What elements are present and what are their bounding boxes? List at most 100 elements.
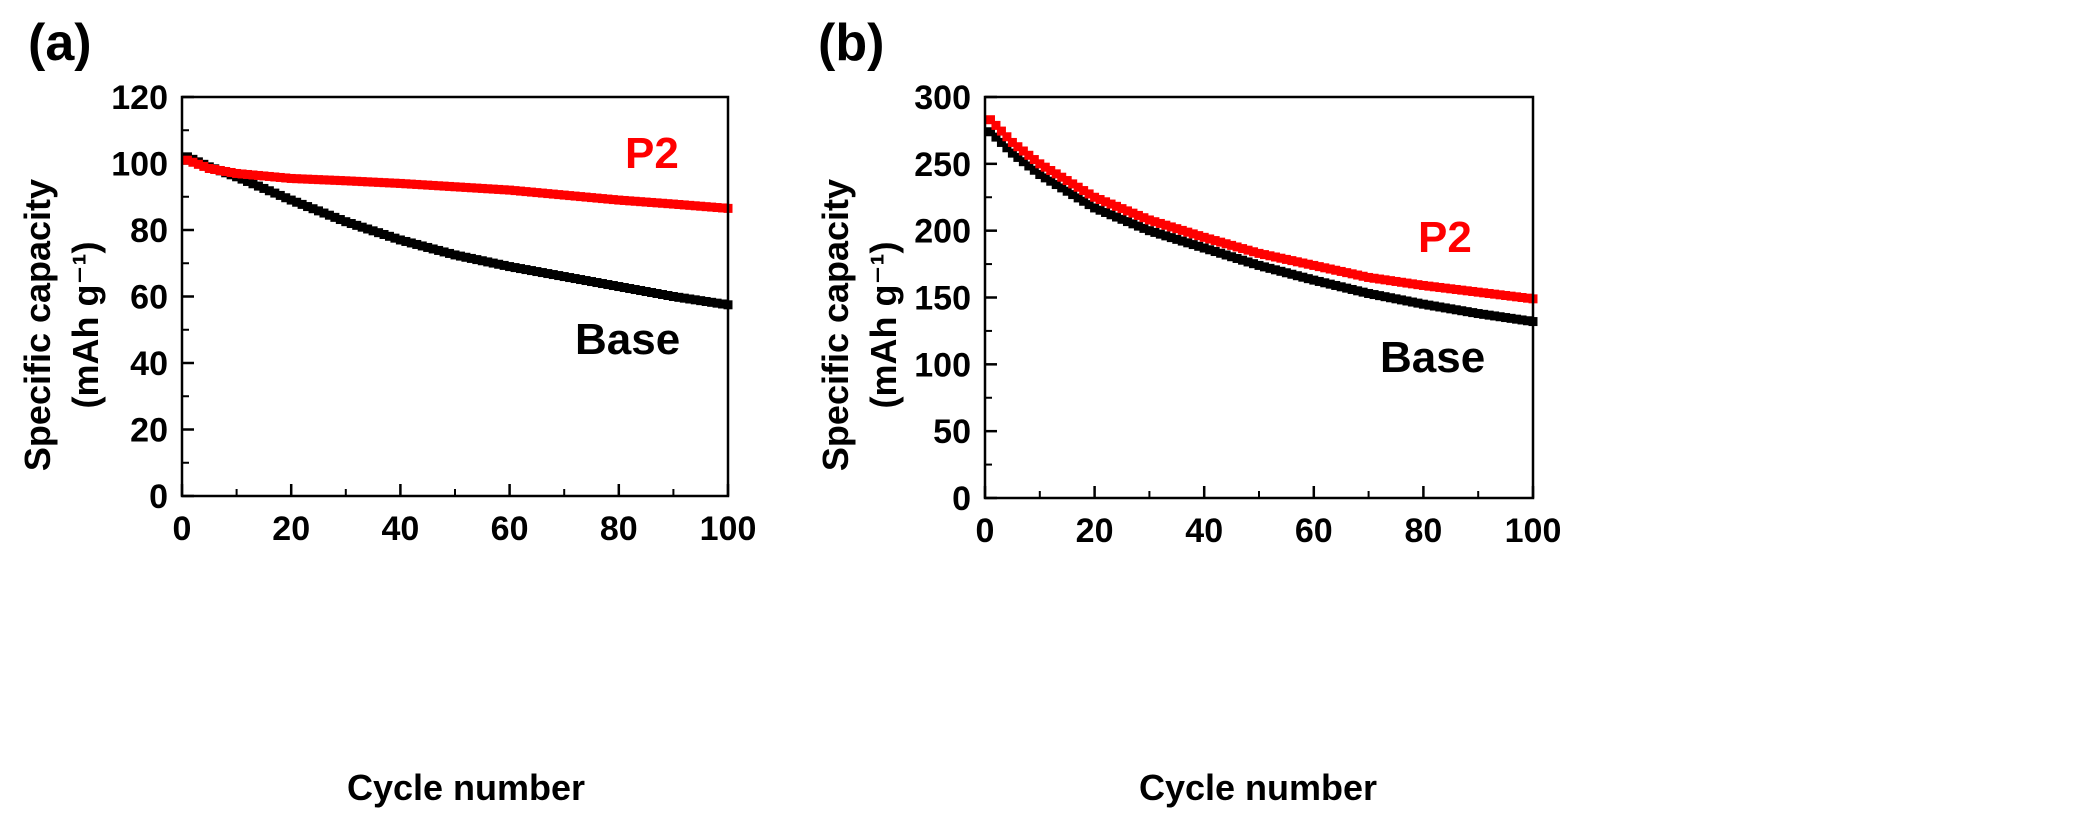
data-point-base bbox=[521, 265, 531, 275]
data-point-p2 bbox=[679, 200, 689, 210]
data-point-base bbox=[712, 298, 722, 308]
data-point-base bbox=[341, 217, 351, 227]
data-point-p2 bbox=[1325, 264, 1335, 274]
data-point-p2 bbox=[1007, 137, 1017, 147]
y-tick-label-b: 100 bbox=[914, 346, 971, 384]
series-label-p2-a: P2 bbox=[625, 129, 679, 178]
data-point-base bbox=[1479, 309, 1489, 319]
data-point-p2 bbox=[1090, 192, 1100, 202]
data-point-p2 bbox=[1073, 182, 1083, 192]
y-tick-label-a: 0 bbox=[149, 478, 168, 516]
data-point-base bbox=[565, 273, 575, 283]
data-point-p2 bbox=[259, 171, 269, 181]
x-tick-label-a: 60 bbox=[491, 510, 529, 548]
panel-label-b: (b) bbox=[818, 14, 884, 72]
data-point-p2 bbox=[445, 181, 455, 191]
data-point-p2 bbox=[1249, 247, 1259, 257]
data-point-base bbox=[308, 204, 318, 214]
data-point-base bbox=[1166, 233, 1176, 243]
data-point-p2 bbox=[264, 171, 274, 181]
data-point-p2 bbox=[1057, 172, 1067, 182]
data-point-p2 bbox=[1062, 176, 1072, 186]
data-point-base bbox=[1270, 265, 1280, 275]
data-point-base bbox=[1238, 255, 1248, 265]
data-point-p2 bbox=[1276, 253, 1286, 263]
data-point-p2 bbox=[1369, 273, 1379, 283]
data-point-p2 bbox=[559, 190, 569, 200]
data-point-p2 bbox=[1292, 257, 1302, 267]
data-point-base bbox=[363, 224, 373, 234]
data-point-base bbox=[1512, 314, 1522, 324]
data-point-base bbox=[1035, 170, 1045, 180]
data-point-p2 bbox=[587, 193, 596, 203]
data-point-base bbox=[543, 269, 553, 279]
data-point-p2 bbox=[1144, 215, 1154, 225]
data-point-base bbox=[1424, 300, 1434, 310]
data-point-p2 bbox=[1254, 248, 1264, 258]
data-point-base bbox=[1325, 279, 1335, 289]
data-point-base bbox=[668, 292, 678, 301]
data-point-base bbox=[1259, 262, 1269, 272]
data-point-base bbox=[1062, 186, 1072, 196]
series-base-b bbox=[985, 127, 1538, 327]
data-point-base bbox=[516, 264, 526, 274]
data-point-base bbox=[352, 220, 362, 230]
data-point-base bbox=[379, 229, 389, 239]
data-point-p2 bbox=[1051, 169, 1061, 179]
data-point-base bbox=[505, 262, 515, 272]
series-p2-b bbox=[985, 115, 1538, 304]
data-point-base bbox=[685, 294, 695, 304]
data-point-base bbox=[466, 253, 476, 263]
data-point-p2 bbox=[439, 181, 449, 191]
data-point-p2 bbox=[390, 178, 400, 188]
data-point-p2 bbox=[652, 198, 662, 208]
data-point-base bbox=[384, 231, 394, 241]
data-point-p2 bbox=[1490, 289, 1500, 299]
data-point-base bbox=[1292, 271, 1302, 281]
data-point-p2 bbox=[1506, 291, 1516, 301]
data-point-p2 bbox=[1068, 179, 1078, 189]
data-point-base bbox=[1117, 214, 1127, 224]
data-point-base bbox=[1375, 291, 1385, 301]
data-point-base bbox=[1254, 260, 1264, 270]
y-tick-label-a: 120 bbox=[111, 79, 168, 117]
data-point-p2 bbox=[526, 187, 536, 197]
data-point-p2 bbox=[466, 183, 476, 193]
data-point-base bbox=[1199, 243, 1209, 253]
data-point-p2 bbox=[1216, 237, 1226, 247]
data-point-p2 bbox=[303, 174, 313, 184]
data-point-p2 bbox=[237, 169, 247, 179]
data-point-p2 bbox=[1396, 277, 1406, 287]
data-point-p2 bbox=[374, 177, 384, 187]
data-point-p2 bbox=[1270, 252, 1280, 262]
data-point-p2 bbox=[685, 200, 695, 210]
data-point-p2 bbox=[718, 203, 728, 213]
data-point-base bbox=[357, 222, 367, 232]
data-point-base bbox=[652, 289, 662, 299]
data-point-base bbox=[1144, 226, 1154, 236]
data-point-base bbox=[412, 239, 422, 249]
data-point-base bbox=[1336, 282, 1346, 292]
data-point-base bbox=[581, 276, 591, 286]
data-point-p2 bbox=[641, 197, 651, 207]
y-tick-label-b: 150 bbox=[914, 280, 971, 318]
data-point-base bbox=[1364, 288, 1374, 298]
x-tick-label-a: 40 bbox=[381, 510, 419, 548]
data-point-base bbox=[663, 291, 673, 301]
data-point-p2 bbox=[510, 186, 520, 196]
data-point-base bbox=[690, 295, 700, 305]
y-tick-label-b: 300 bbox=[914, 79, 971, 117]
data-point-base bbox=[701, 296, 711, 306]
data-point-base bbox=[1435, 302, 1445, 312]
data-point-p2 bbox=[352, 176, 362, 186]
data-point-base bbox=[1418, 299, 1428, 309]
data-point-p2 bbox=[985, 115, 995, 125]
data-point-p2 bbox=[1002, 132, 1012, 142]
data-point-base bbox=[286, 195, 296, 205]
data-point-p2 bbox=[1446, 284, 1456, 294]
data-point-base bbox=[1161, 231, 1171, 241]
data-point-p2 bbox=[991, 120, 1001, 130]
data-point-p2 bbox=[1122, 206, 1132, 216]
data-point-p2 bbox=[636, 197, 646, 207]
